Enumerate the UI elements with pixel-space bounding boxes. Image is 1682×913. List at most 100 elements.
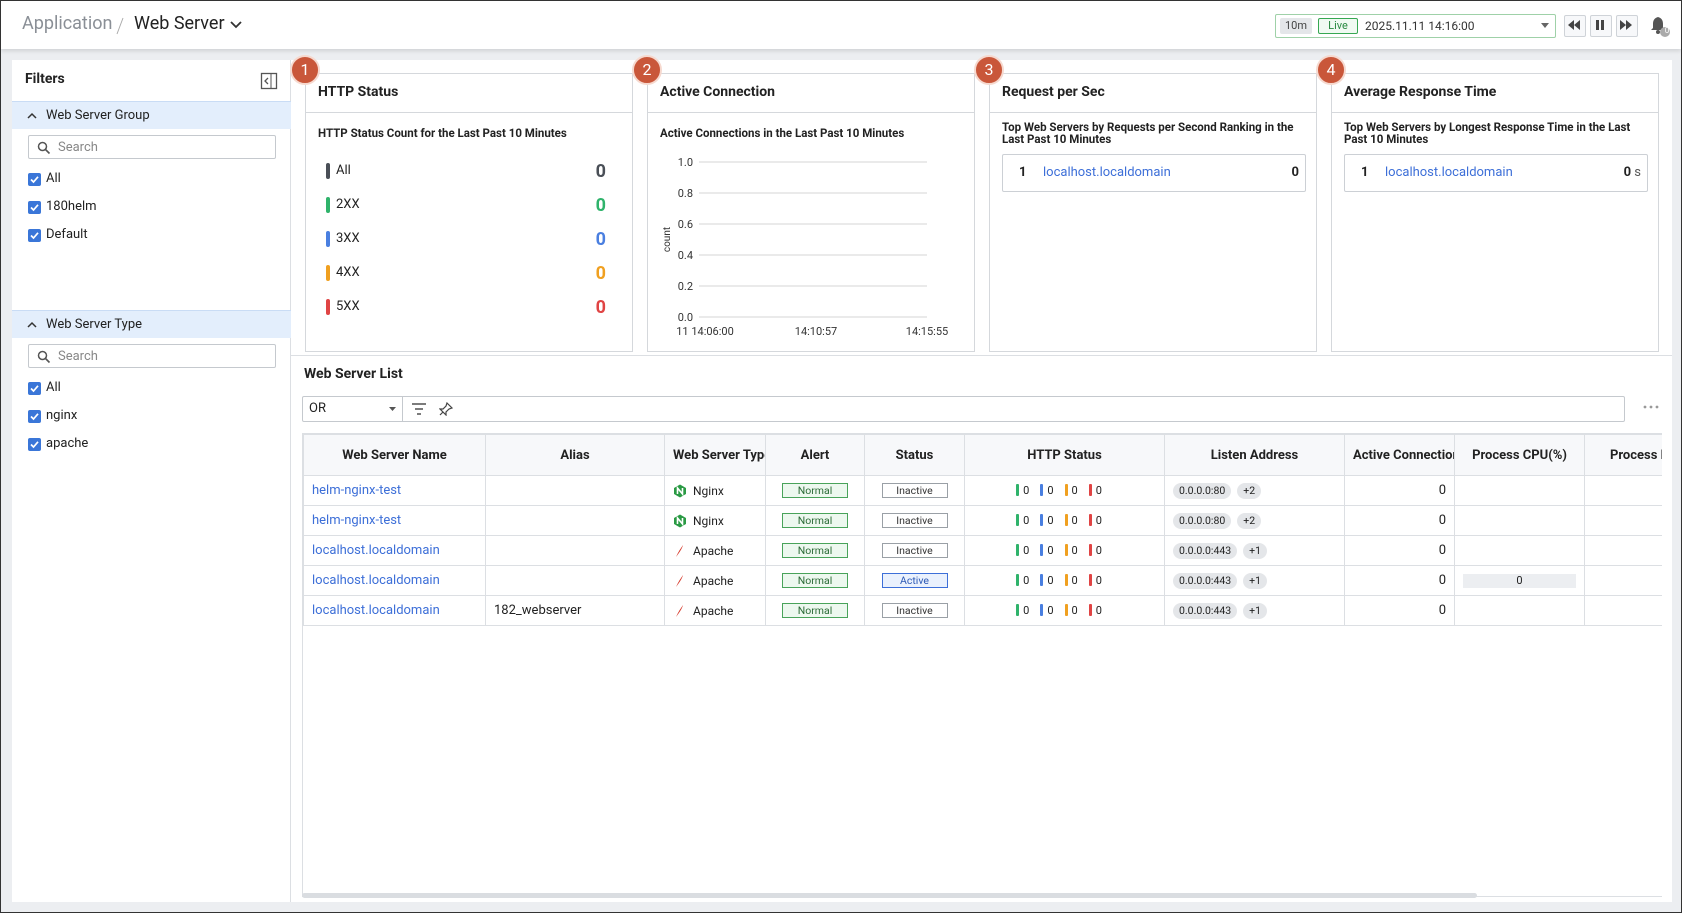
filter-option[interactable]: nginx [46,408,77,423]
live-chip[interactable]: Live [1318,18,1358,34]
http-count: 0 [1047,544,1053,557]
http-bar [1065,604,1068,616]
more-chip[interactable]: +1 [1243,603,1267,619]
search-box[interactable]: Search [28,135,276,159]
column-header[interactable]: HTTP Status [965,435,1165,476]
cell: 0 [1345,596,1455,626]
select-arrow [389,407,396,412]
checkbox[interactable] [28,229,41,242]
cell [1585,566,1663,596]
more-chip[interactable]: +1 [1243,543,1267,559]
server-link[interactable]: helm-nginx-test [312,483,401,498]
playback-button[interactable] [1564,15,1586,37]
server-link[interactable]: localhost.localdomain [312,573,440,588]
widget-subtitle: Active Connections in the Last Past 10 M… [660,127,965,139]
time-control[interactable]: 10m Live 2025.11.11 14:16:00 [1275,14,1556,38]
filter-group-header[interactable]: Web Server Group [12,101,291,129]
rank-value: 0 [1624,165,1631,180]
checkbox[interactable] [28,382,41,395]
column-header[interactable]: Alias [486,435,665,476]
checkbox[interactable] [28,410,41,423]
dropdown-chevron[interactable] [230,20,242,30]
cell: 0.0.0.0:80+2 [1165,506,1345,536]
http-bar [1040,514,1043,526]
cell: 0.0.0.0:443+1 [1165,566,1345,596]
server-link[interactable]: localhost.localdomain [1043,165,1171,180]
filter-option[interactable]: 180helm [46,199,97,214]
cell: Normal [766,596,865,626]
search-box[interactable]: Search [28,344,276,368]
status-value: 0 [576,195,606,215]
more-chip[interactable]: +1 [1243,573,1267,589]
server-row: helm-nginx-testNginxNormalInactive00000.… [304,506,1663,536]
checkbox[interactable] [28,201,41,214]
column-header[interactable]: Listen Address [1165,435,1345,476]
logic-select[interactable]: OR [303,397,403,421]
http-count: 0 [1047,484,1053,497]
table-wrap: Web Server NameAliasWeb Server TypeAlert… [302,433,1662,897]
datetime-dropdown [1541,23,1549,29]
status-color-bar [326,197,330,213]
server-link[interactable]: localhost.localdomain [1385,165,1513,180]
y-tick-label: 0.6 [678,218,693,231]
datetime: 2025.11.11 14:16:00 [1365,18,1475,34]
http-count: 0 [1072,514,1078,527]
cell: 0 [1345,536,1455,566]
cell: 0 [1345,506,1455,536]
breadcrumb-parent[interactable]: Application [22,13,112,34]
column-header[interactable]: Process CPU(%) [1455,435,1585,476]
cell: helm-nginx-test [304,476,486,506]
checkbox[interactable] [28,438,41,451]
status-badge: Active [882,573,948,588]
more-chip[interactable]: +2 [1237,483,1261,499]
http-bar [1089,514,1092,526]
filter-option[interactable]: apache [46,436,88,451]
filter-option[interactable]: Default [46,227,88,242]
status-value: 0 [576,297,606,317]
widget-card: HTTP StatusHTTP Status Count for the Las… [305,73,633,352]
rank-value: 0 [1292,165,1299,180]
cell: Nginx [665,476,766,506]
filter-icon[interactable] [411,402,427,416]
status-value: 0 [576,161,606,181]
time-range[interactable]: 10m [1280,18,1312,34]
cell [1585,536,1663,566]
http-count: 0 [1096,484,1102,497]
widget-subtitle: Top Web Servers by Requests per Second R… [1002,121,1307,145]
column-header[interactable]: Web Server Name [304,435,486,476]
column-header[interactable]: Web Server Type [665,435,766,476]
more-menu[interactable] [1643,404,1659,410]
collapse-button[interactable] [260,72,278,90]
column-header[interactable]: Alert [766,435,865,476]
cell: localhost.localdomain [304,566,486,596]
scrollbar-thumb[interactable] [302,893,1477,898]
playback-button[interactable] [1590,15,1612,37]
filter-option[interactable]: All [46,171,61,186]
server-type: Apache [693,604,733,618]
content-panel: HTTP Status HTTP Status Count for the Las… [291,60,1672,902]
alias: 182_webserver [494,603,581,618]
server-link[interactable]: localhost.localdomain [312,603,440,618]
filter-option[interactable]: All [46,380,61,395]
column-header[interactable]: Active Connection [1345,435,1455,476]
server-type: Nginx [693,484,724,498]
pin-icon[interactable] [439,402,453,416]
breadcrumb-current[interactable]: Web Server [134,13,225,34]
http-bar [1065,574,1068,586]
checkbox[interactable] [28,173,41,186]
playback-button[interactable] [1616,15,1638,37]
column-header[interactable]: Status [865,435,965,476]
server-row: localhost.localdomainApacheNormalInactiv… [304,536,1663,566]
cell: 0 [1345,476,1455,506]
cell: Inactive [865,536,965,566]
server-link[interactable]: localhost.localdomain [312,543,440,558]
http-count: 0 [1023,604,1029,617]
widget-subtitle: HTTP Status Count for the Last Past 10 M… [318,127,623,139]
column-header[interactable]: Process Me [1585,435,1663,476]
server-link[interactable]: helm-nginx-test [312,513,401,528]
more-chip[interactable]: +2 [1237,513,1261,529]
y-tick-label: 0.0 [678,311,693,324]
filter-group-header[interactable]: Web Server Type [12,310,291,338]
cell: 0000 [965,566,1165,596]
search-icon [37,141,51,155]
